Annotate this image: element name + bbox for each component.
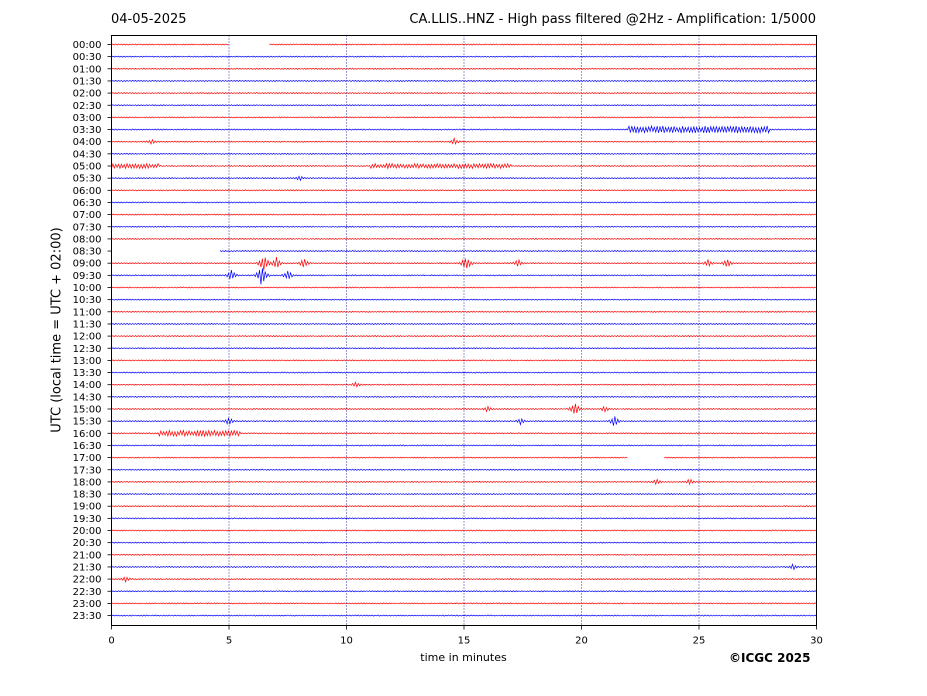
trace-0000: [111, 43, 817, 46]
y-tick-label: 03:00: [73, 113, 102, 124]
y-tick-label: 16:00: [73, 429, 102, 440]
y-tick-label: 14:00: [73, 380, 102, 391]
y-tick-label: 18:30: [73, 490, 102, 501]
vertical-gridlines: [228, 35, 700, 626]
trace-1700: [111, 456, 817, 459]
y-tick-label: 11:30: [73, 319, 102, 330]
trace-0600: [111, 189, 817, 192]
y-axis-label: UTC (local time = UTC + 02:00): [49, 227, 65, 433]
trace-0430: [111, 152, 817, 155]
y-tick-label: 19:00: [73, 502, 102, 513]
y-tick-label: 17:00: [73, 453, 102, 464]
trace-1800: [111, 478, 817, 486]
trace-0730: [111, 225, 817, 228]
x-tick-label: 15: [458, 636, 471, 647]
y-tick-label: 12:30: [73, 344, 102, 355]
y-tick-label: 12:00: [73, 332, 102, 343]
trace-0800: [111, 237, 817, 240]
y-tick-label: 00:00: [73, 40, 102, 51]
y-tick-label: 20:30: [73, 538, 102, 549]
y-tick-label: 06:30: [73, 198, 102, 209]
y-tick-label: 02:30: [73, 101, 102, 112]
trace-0530: [111, 175, 817, 182]
x-tick-label: 20: [575, 636, 588, 647]
y-tick-label: 04:30: [73, 149, 102, 160]
x-axis: 0 5 10 15 20 25 30: [108, 625, 823, 647]
x-tick-label: 0: [108, 636, 114, 647]
trace-0700: [111, 213, 817, 216]
y-tick-label: 20:00: [73, 526, 102, 537]
y-tick-label: 10:00: [73, 283, 102, 294]
y-tick-label: 07:30: [73, 222, 102, 233]
y-tick-label: 21:30: [73, 562, 102, 573]
y-tick-label: 19:30: [73, 514, 102, 525]
y-tick-label: 17:30: [73, 465, 102, 476]
trace-0830: [219, 249, 817, 253]
y-tick-label: 21:00: [73, 550, 102, 561]
chart-date: 04-05-2025: [111, 12, 187, 27]
x-axis-label-wrap: time in minutes: [0, 651, 927, 664]
copyright-notice: ©ICGC 2025: [729, 651, 811, 665]
y-tick-label: 13:00: [73, 356, 102, 367]
y-tick-label: 08:00: [73, 234, 102, 245]
y-tick-label: 18:00: [73, 477, 102, 488]
y-tick-label: 16:30: [73, 441, 102, 452]
trace-0630: [111, 201, 817, 204]
trace-1730: [111, 468, 817, 471]
y-tick-label: 07:00: [73, 210, 102, 221]
y-tick-label: 01:00: [73, 64, 102, 75]
x-axis-label: time in minutes: [420, 651, 507, 664]
x-tick-label: 25: [693, 636, 706, 647]
y-tick-label: 15:30: [73, 417, 102, 428]
trace-1830: [111, 492, 817, 496]
y-tick-label: 23:00: [73, 599, 102, 610]
y-tick-label: 22:00: [73, 575, 102, 586]
y-tick-label: 10:30: [73, 295, 102, 306]
y-tick-label: 00:30: [73, 52, 102, 63]
y-tick-label: 22:30: [73, 587, 102, 598]
trace-1500: [111, 403, 817, 414]
trace-2200: [111, 576, 817, 583]
y-tick-label: 13:30: [73, 368, 102, 379]
trace-1430: [111, 395, 817, 398]
y-tick-label: 03:30: [73, 125, 102, 136]
y-tick-label: 05:30: [73, 174, 102, 185]
y-tick-label: 02:00: [73, 89, 102, 100]
x-tick-label: 30: [810, 636, 823, 647]
y-tick-label: 09:30: [73, 271, 102, 282]
plot-frame: [111, 35, 817, 626]
y-tick-label: 05:00: [73, 162, 102, 173]
y-tick-label: 04:00: [73, 137, 102, 148]
chart-title: CA.LLIS..HNZ - High pass filtered @2Hz -…: [409, 12, 816, 27]
trace-1530: [111, 416, 817, 426]
x-tick-label: 5: [226, 636, 232, 647]
trace-1630: [111, 444, 817, 447]
y-tick-label: 06:00: [73, 186, 102, 197]
y-tick-label: 01:30: [73, 76, 102, 87]
y-tick-label: 23:30: [73, 611, 102, 622]
y-tick-label: 08:30: [73, 247, 102, 258]
trace-1600: [111, 429, 817, 438]
y-tick-label: 11:00: [73, 307, 102, 318]
y-tick-label: 09:00: [73, 259, 102, 270]
x-tick-label: 10: [340, 636, 353, 647]
y-tick-label: 14:30: [73, 392, 102, 403]
y-tick-label: 15:00: [73, 405, 102, 416]
trace-1400: [111, 381, 817, 388]
